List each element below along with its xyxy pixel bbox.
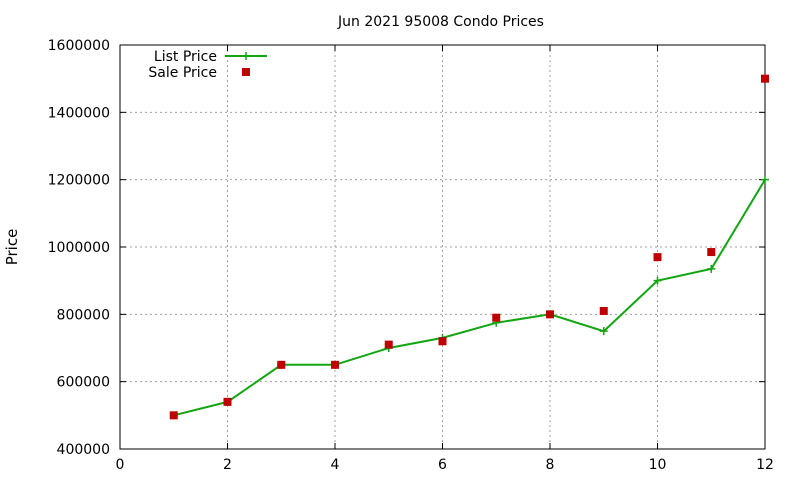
y-tick-label: 1400000	[48, 105, 110, 121]
x-tick-label: 4	[331, 457, 340, 473]
x-tick-label: 10	[649, 457, 667, 473]
sale-price-point	[546, 310, 554, 319]
sale-price-point	[331, 360, 339, 369]
y-tick-label: 800000	[57, 307, 110, 323]
list-price-point	[653, 276, 662, 285]
x-tick-label: 8	[546, 457, 555, 473]
sale-price-point	[707, 248, 716, 257]
y-axis-label: Price	[3, 229, 21, 266]
list-price-point	[707, 264, 716, 273]
y-tick-label: 1000000	[48, 240, 110, 256]
x-tick-label: 6	[438, 457, 447, 473]
list-price-point	[761, 175, 769, 184]
list-price-line	[173, 179, 766, 417]
sale-price-point	[653, 253, 662, 262]
y-tick-label: 600000	[57, 375, 110, 391]
y-tick-label: 400000	[57, 442, 110, 458]
sale-price-point	[492, 313, 501, 322]
series-layer	[169, 74, 769, 420]
sale-price-point	[169, 411, 178, 420]
sale-price-point	[438, 337, 447, 346]
y-tick-label: 1600000	[48, 38, 110, 54]
sale-price-point	[223, 397, 232, 406]
legend-swatch-sale-price	[242, 68, 250, 76]
x-tick-label: 0	[116, 457, 125, 473]
x-tick-label: 2	[223, 457, 232, 473]
chart-title: Jun 2021 95008 Condo Prices	[337, 14, 544, 30]
legend-marker-list-price	[242, 52, 250, 60]
list-price-point	[599, 327, 608, 336]
legend-label-sale-price: Sale Price	[148, 65, 217, 81]
grid-layer	[120, 45, 765, 449]
y-tick-label: 1200000	[48, 173, 110, 189]
x-tick-label: 12	[756, 457, 774, 473]
sale-price-point	[599, 306, 608, 315]
sale-price-point	[277, 360, 286, 369]
sale-price-point	[384, 340, 393, 349]
sale-price-point	[761, 74, 769, 83]
ticks-layer: 0 2 4 6 8 10 12 400000 600000 800000 1000000 120000…	[48, 38, 774, 473]
legend-label-list-price: List Price	[154, 49, 217, 65]
